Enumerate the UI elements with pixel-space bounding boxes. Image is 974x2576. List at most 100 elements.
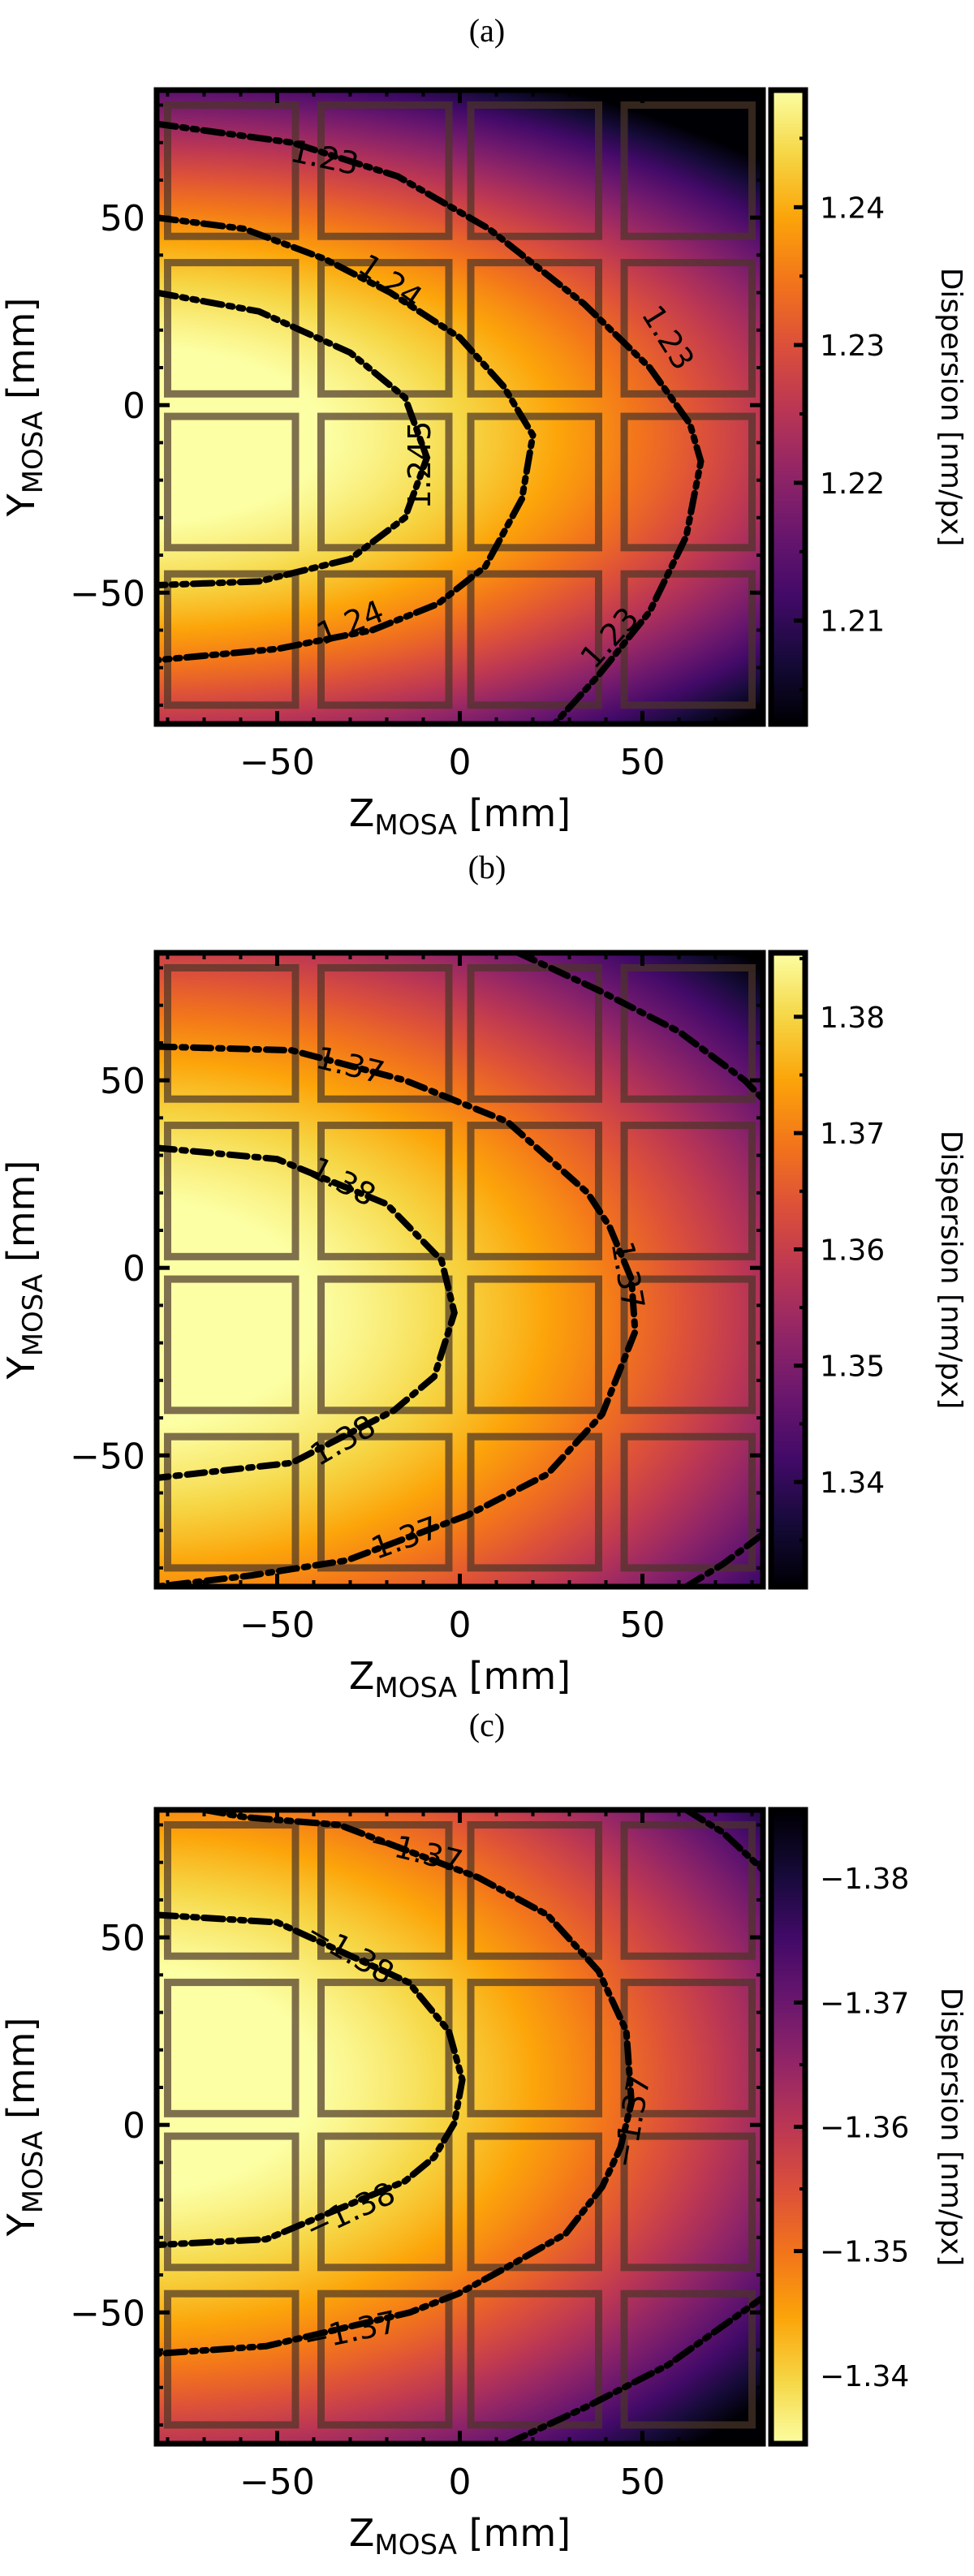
detector-square [317,1432,453,1572]
y-axis-title: YMOSA [mm] [0,1161,50,1381]
detector-square [467,259,602,398]
contour-label: 1.23 [573,601,645,675]
detector-square [164,259,300,398]
contour-label: 1.37 [367,1510,444,1566]
x-tick-label: 0 [449,742,472,783]
detector-square [164,570,300,709]
colorbar-frame [768,87,808,727]
colorbar-title: Dispersion [nm/px] [934,268,968,547]
contour-line [157,1043,639,1587]
colorbar-tick-label: 1.38 [820,1002,885,1035]
detector-square [620,570,756,709]
x-tick-label: 50 [620,1605,666,1646]
detector-square [467,1820,602,1960]
detector-square [620,1275,756,1415]
contour-line [157,120,705,724]
y-tick-label: 50 [100,1918,145,1959]
colorbar-tick-label: −1.35 [820,2236,909,2269]
contour-line [504,2294,763,2444]
y-tick-label: 50 [100,1061,145,1102]
panel-c: −1.37 −1.38 −1.37 −1.38 −1.37 −50 0 50 −50 0 50 −1.… [0,1807,968,2561]
detector-square [317,2290,453,2429]
colorbar-tick-label: 1.22 [820,467,885,501]
detector-square [467,412,602,552]
x-tick-label: −50 [239,1605,315,1646]
colorbar-tick-label: 1.36 [820,1234,885,1267]
colorbar-tick-label: −1.37 [820,1987,909,2020]
detector-square [164,101,300,240]
detector-square [317,1979,453,2117]
detector-square [317,2132,453,2272]
detector-square [620,2132,756,2272]
contour-label: 1.37 [604,1238,651,1312]
colorbar-tick-label: 1.37 [820,1118,885,1151]
colorbar-frame [768,950,808,1590]
colorbar-tick-label: 1.24 [820,192,885,225]
detector-square [467,570,602,709]
detector-square [467,963,602,1103]
detector-square [467,2132,602,2272]
colorbar-tick-label: 1.23 [820,330,885,363]
y-tick-label: 50 [100,198,145,239]
colorbar-tick-label: 1.35 [820,1350,885,1384]
detector-square [317,101,453,240]
contour-line [683,1810,763,1873]
contour-line [157,289,431,588]
contour-line [157,214,537,664]
detector-square [620,2290,756,2429]
detector-square [317,1122,453,1260]
detector-square [620,1432,756,1572]
colorbar-tick-label: −1.36 [820,2112,909,2145]
detector-square [467,101,602,240]
x-axis-title: ZMOSA [mm] [349,2511,571,2561]
y-axis-title: YMOSA [mm] [0,298,50,518]
detector-square [317,1820,453,1960]
caption-c: (c) [468,1707,506,1743]
detector-square [164,2132,300,2272]
y-axis-title: YMOSA [mm] [0,2018,50,2238]
x-tick-label: 0 [449,1605,472,1646]
x-tick-label: −50 [239,2462,315,2503]
contour-line [157,1911,466,2249]
detector-square [620,1122,756,1260]
detector-square [620,259,756,398]
detector-square [467,1275,602,1415]
contour-line [515,953,763,1103]
colorbar-tick-label: 1.34 [820,1467,885,1500]
detector-square [164,2290,300,2429]
x-tick-label: 50 [620,2462,666,2503]
colorbar-title: Dispersion [nm/px] [934,1988,968,2267]
y-tick-label: −50 [70,1436,145,1477]
contour-label: 1.245 [402,421,437,510]
detector-square [620,101,756,240]
detector-square [164,1122,300,1260]
detector-square [317,1275,453,1415]
panel-b: 1.37 1.38 1.37 1.38 1.37 −50 0 50 −50 0 50 1.34 1.35… [0,950,968,1704]
detector-square [467,1122,602,1260]
detector-square [164,1820,300,1960]
contour-line [683,1531,763,1587]
detector-square [164,1275,300,1415]
y-tick-label: 0 [123,2105,145,2147]
contour-line [157,1144,458,1481]
heatmap-b [157,953,763,1587]
detector-square [317,412,453,552]
contour-label: 1.24 [352,247,429,316]
detector-square [620,1979,756,2117]
x-axis-title: ZMOSA [mm] [349,791,571,842]
y-tick-label: −50 [70,2293,145,2334]
contour-label: 1.38 [304,1150,381,1214]
contour-line [157,1810,636,2358]
x-tick-label: 0 [449,2462,472,2503]
y-tick-label: 0 [123,386,145,427]
x-tick-label: −50 [239,742,315,783]
colorbar-tick-label: 1.21 [820,605,885,639]
heatmap-a [157,90,763,724]
detector-square [164,1432,300,1572]
contour-label: −1.37 [606,2071,657,2170]
contour-label: −1.38 [300,2175,400,2247]
y-tick-label: 0 [123,1248,145,1290]
detector-square [620,963,756,1103]
detector-square [164,963,300,1103]
